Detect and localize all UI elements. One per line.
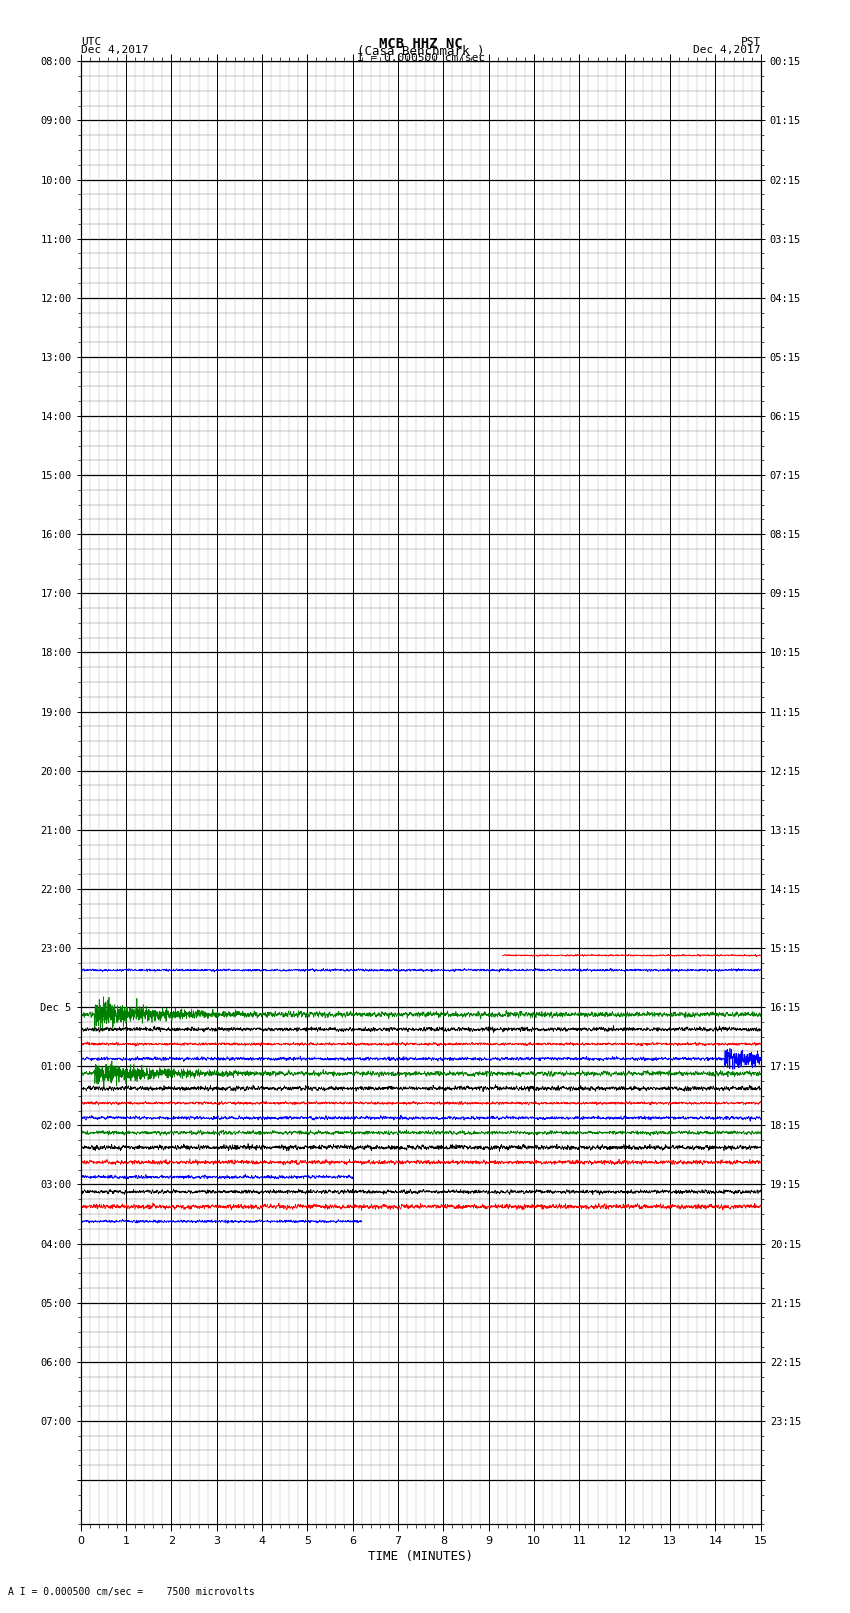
Text: MCB HHZ NC: MCB HHZ NC — [379, 37, 462, 52]
X-axis label: TIME (MINUTES): TIME (MINUTES) — [368, 1550, 473, 1563]
Text: A I = 0.000500 cm/sec =    7500 microvolts: A I = 0.000500 cm/sec = 7500 microvolts — [8, 1587, 255, 1597]
Text: Dec 4,2017: Dec 4,2017 — [694, 45, 761, 55]
Text: UTC: UTC — [81, 37, 101, 47]
Text: Dec 4,2017: Dec 4,2017 — [81, 45, 148, 55]
Text: I = 0.000500 cm/sec: I = 0.000500 cm/sec — [357, 53, 484, 63]
Text: (Casa Benchmark ): (Casa Benchmark ) — [357, 45, 484, 58]
Text: PST: PST — [740, 37, 761, 47]
